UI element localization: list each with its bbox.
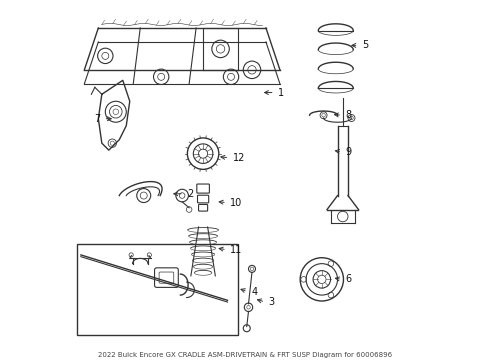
Text: 9: 9	[345, 147, 352, 157]
Text: 11: 11	[230, 245, 243, 255]
Text: 2022 Buick Encore GX CRADLE ASM-DRIVETRAIN & FRT SUSP Diagram for 60006896: 2022 Buick Encore GX CRADLE ASM-DRIVETRA…	[98, 352, 392, 358]
Text: 8: 8	[345, 110, 352, 120]
Text: 10: 10	[230, 198, 243, 207]
Text: 5: 5	[362, 40, 368, 50]
Text: 3: 3	[269, 297, 275, 307]
Text: 1: 1	[278, 87, 284, 98]
Text: 6: 6	[345, 274, 352, 284]
Text: 2: 2	[187, 189, 194, 199]
Text: 12: 12	[233, 153, 245, 163]
Text: 4: 4	[251, 287, 257, 297]
Text: 7: 7	[94, 114, 100, 124]
Bar	[77, 244, 238, 335]
